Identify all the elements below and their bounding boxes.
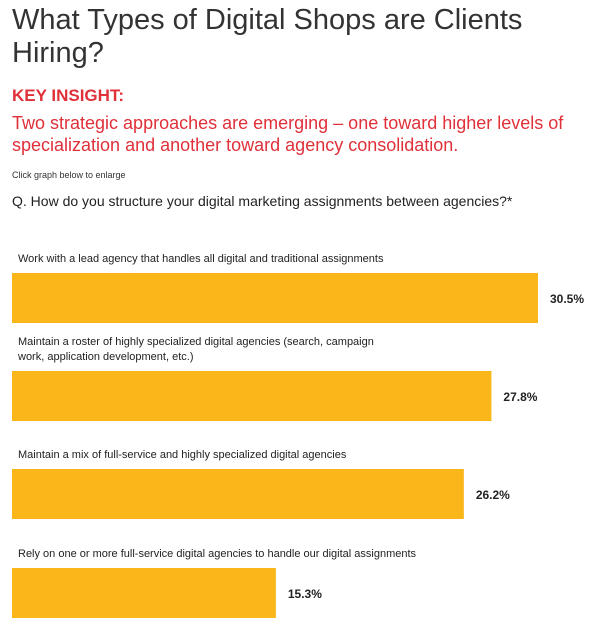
category-label: Maintain a mix of full-service and highl… — [18, 449, 347, 461]
bar[interactable] — [12, 273, 538, 323]
value-label: 30.5% — [550, 292, 584, 306]
category-label: Work with a lead agency that handles all… — [18, 253, 384, 265]
bar[interactable] — [12, 371, 492, 421]
value-label: 27.8% — [503, 390, 537, 404]
bar[interactable] — [12, 469, 464, 519]
key-insight-text: Two strategic approaches are emerging – … — [12, 113, 564, 155]
value-label: 26.2% — [476, 488, 510, 502]
value-label: 15.3% — [288, 587, 322, 601]
category-label: work, application development, etc.) — [17, 351, 193, 363]
category-label: Rely on one or more full-service digital… — [18, 548, 417, 560]
category-label: Maintain a roster of highly specialized … — [18, 336, 374, 348]
enlarge-note: Click graph below to enlarge — [12, 170, 126, 180]
bar[interactable] — [12, 568, 276, 618]
page-title: What Types of Digital Shops are Clients … — [12, 4, 523, 69]
key-insight-label: KEY INSIGHT: — [12, 86, 125, 105]
survey-question: Q. How do you structure your digital mar… — [12, 193, 513, 209]
